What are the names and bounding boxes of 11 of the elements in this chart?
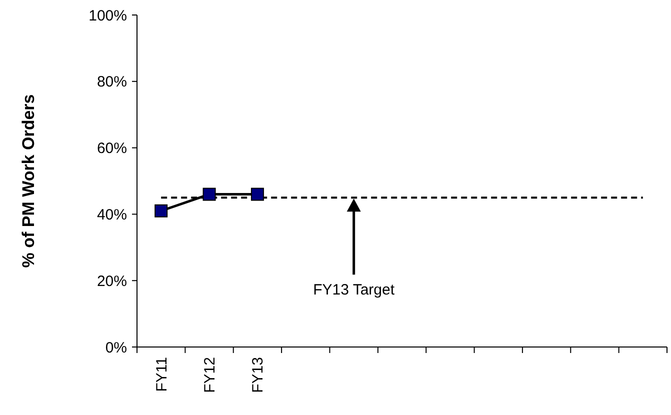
ref-line-label: FY13 Target	[313, 282, 396, 299]
x-tick-label: FY13	[250, 357, 267, 393]
y-tick-label: 80%	[96, 74, 127, 91]
y-tick-label: 60%	[96, 140, 127, 158]
x-tick-label: FY11	[153, 357, 170, 392]
y-tick-label: 40%	[96, 206, 127, 224]
y-axis-title: % of PM Work Orders	[19, 94, 38, 268]
y-tick-label: 20%	[96, 272, 127, 290]
y-tick-label: 0%	[105, 339, 127, 356]
x-tick-label: FY12	[202, 357, 219, 393]
y-tick-label: 100%	[88, 7, 127, 24]
